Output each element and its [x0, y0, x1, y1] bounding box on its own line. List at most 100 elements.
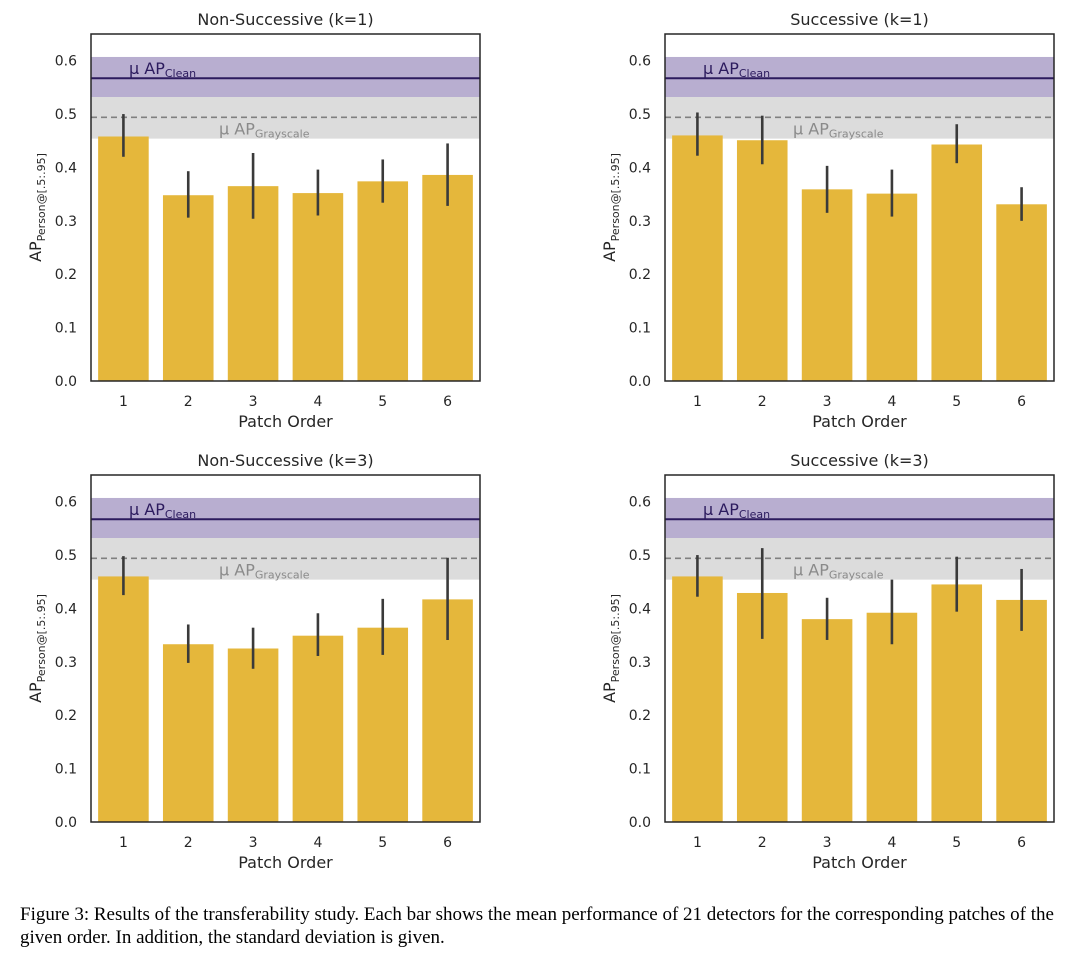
x-axis-label: Patch Order	[238, 853, 333, 872]
bar-6	[996, 599, 1047, 822]
x-axis-label: Patch Order	[812, 412, 907, 431]
bar-3	[801, 619, 853, 822]
x-tick-label: 1	[693, 394, 702, 410]
grayscale-label: μ APGrayscale	[793, 119, 884, 140]
bar-2	[736, 140, 788, 381]
x-axis-label: Patch Order	[812, 853, 907, 872]
chart-panel-1: μ APClean μ APGrayscale 0.0 0.1 0.2 0.3 0.4 0.5…	[26, 10, 481, 431]
plot-frame	[90, 33, 481, 382]
clean-label: μ APClean	[703, 500, 770, 521]
bar-4	[292, 193, 344, 381]
y-tick-label: 0.5	[629, 548, 651, 564]
chart-title: Non-Successive (k=1)	[197, 10, 373, 29]
y-tick-label: 0.4	[55, 601, 77, 617]
bar-6	[422, 174, 473, 381]
x-tick-label: 3	[823, 394, 832, 410]
x-tick-label: 5	[952, 835, 961, 851]
figure-caption: Figure 3: Results of the transferability…	[20, 904, 1054, 948]
bar-3	[227, 648, 279, 822]
bar-4	[292, 635, 344, 822]
x-axis-label: Patch Order	[238, 412, 333, 431]
chart-title: Successive (k=3)	[790, 451, 929, 470]
bar-4	[866, 612, 918, 822]
bar-5	[931, 144, 983, 381]
y-tick-label: 0.6	[629, 495, 651, 511]
x-tick-label: 4	[887, 835, 896, 851]
y-tick-label: 0.4	[629, 601, 651, 617]
x-tick-label: 3	[823, 835, 832, 851]
plot-frame	[664, 474, 1055, 823]
bar-2	[162, 195, 214, 381]
y-tick-label: 0.1	[629, 762, 651, 778]
y-axis-label: APPerson@[.5:.95]	[600, 594, 622, 703]
y-axis-label: APPerson@[.5:.95]	[26, 594, 48, 703]
x-tick-label: 2	[184, 835, 193, 851]
bar-3	[801, 189, 853, 381]
x-tick-label: 4	[887, 394, 896, 410]
y-tick-label: 0.6	[629, 54, 651, 70]
y-tick-label: 0.3	[55, 655, 77, 671]
y-tick-label: 0.6	[55, 54, 77, 70]
bar-1	[672, 135, 723, 381]
y-tick-label: 0.4	[629, 160, 651, 176]
x-tick-label: 1	[693, 835, 702, 851]
x-tick-label: 5	[952, 394, 961, 410]
grayscale-label: μ APGrayscale	[793, 560, 884, 581]
grayscale-label: μ APGrayscale	[219, 119, 310, 140]
chart-panel-2: μ APClean μ APGrayscale 0.0 0.1 0.2 0.3 0.4 0.5…	[600, 10, 1055, 431]
bar-5	[357, 181, 409, 381]
bar-1	[98, 576, 149, 822]
y-tick-label: 0.4	[55, 160, 77, 176]
x-tick-label: 2	[758, 835, 767, 851]
y-axis-label: APPerson@[.5:.95]	[26, 153, 48, 262]
y-tick-label: 0.5	[629, 107, 651, 123]
clean-label: μ APClean	[129, 500, 196, 521]
grayscale-label: μ APGrayscale	[219, 560, 310, 581]
bar-1	[672, 576, 723, 822]
x-tick-label: 6	[1017, 394, 1026, 410]
x-tick-label: 6	[443, 394, 452, 410]
x-tick-label: 5	[378, 835, 387, 851]
y-tick-label: 0.0	[55, 374, 77, 390]
y-tick-label: 0.1	[629, 321, 651, 337]
x-tick-label: 1	[119, 835, 128, 851]
x-tick-label: 5	[378, 394, 387, 410]
chart-title: Non-Successive (k=3)	[197, 451, 373, 470]
y-tick-label: 0.5	[55, 107, 77, 123]
bar-5	[931, 584, 983, 822]
x-tick-label: 3	[249, 835, 258, 851]
clean-label: μ APClean	[703, 59, 770, 80]
y-tick-label: 0.2	[55, 708, 77, 724]
x-tick-label: 3	[249, 394, 258, 410]
y-tick-label: 0.0	[629, 374, 651, 390]
y-tick-label: 0.2	[55, 267, 77, 283]
y-tick-label: 0.5	[55, 548, 77, 564]
clean-label: μ APClean	[129, 59, 196, 80]
x-tick-label: 6	[1017, 835, 1026, 851]
y-tick-label: 0.0	[55, 815, 77, 831]
bar-4	[866, 193, 918, 381]
x-tick-label: 2	[758, 394, 767, 410]
y-tick-label: 0.2	[629, 267, 651, 283]
y-tick-label: 0.1	[55, 762, 77, 778]
chart-panel-4: μ APClean μ APGrayscale 0.0 0.1 0.2 0.3 0.4 0.5…	[600, 451, 1055, 872]
chart-title: Successive (k=1)	[790, 10, 929, 29]
y-axis-label: APPerson@[.5:.95]	[600, 153, 622, 262]
x-tick-label: 2	[184, 394, 193, 410]
plot-frame	[90, 474, 481, 823]
bar-5	[357, 627, 409, 822]
bar-6	[996, 204, 1047, 381]
bar-2	[162, 644, 214, 822]
y-tick-label: 0.1	[55, 321, 77, 337]
y-tick-label: 0.2	[629, 708, 651, 724]
bar-1	[98, 136, 149, 381]
y-tick-label: 0.6	[55, 495, 77, 511]
chart-panel-3: μ APClean μ APGrayscale 0.0 0.1 0.2 0.3 0.4 0.5…	[26, 451, 481, 872]
plot-frame	[664, 33, 1055, 382]
y-tick-label: 0.3	[629, 214, 651, 230]
y-tick-label: 0.3	[55, 214, 77, 230]
figure-3-chart-grid: μ APClean μ APGrayscale 0.0 0.1 0.2 0.3 0.4 0.5…	[26, 10, 1055, 872]
x-tick-label: 1	[119, 394, 128, 410]
x-tick-label: 4	[313, 835, 322, 851]
x-tick-label: 4	[313, 394, 322, 410]
